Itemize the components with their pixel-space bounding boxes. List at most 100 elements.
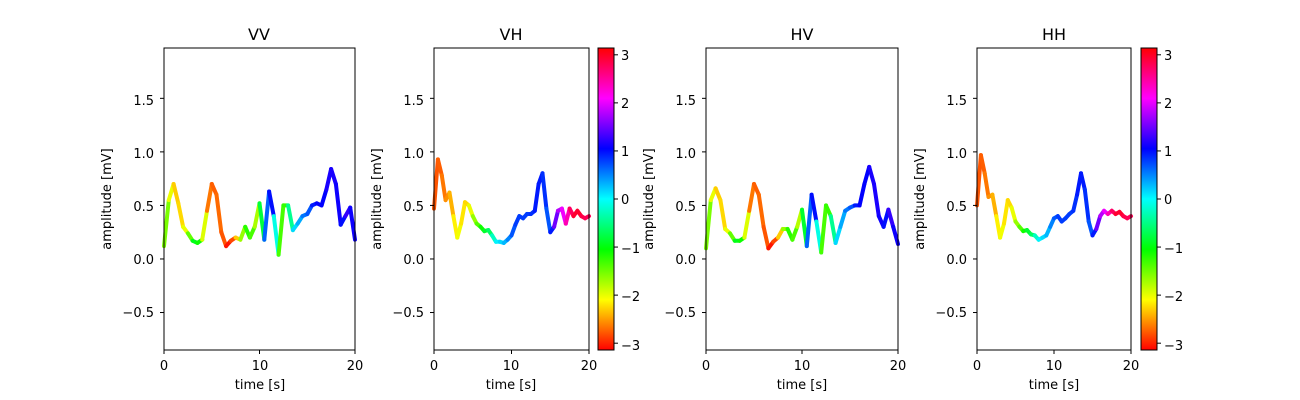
chart-panel-hh: HH 0 10 20 −0.5 0.0 0.5 1.0 1.5 time [s]…	[913, 25, 1139, 393]
line-segment	[838, 208, 848, 229]
x-axis-label: time [s]	[235, 378, 285, 393]
line-segment	[333, 182, 343, 227]
x-tick-label: 10	[1046, 359, 1063, 374]
line-segment	[1079, 171, 1087, 192]
x-tick-label: 0	[430, 359, 438, 374]
line-segment	[704, 198, 713, 251]
line-segment	[1125, 214, 1133, 221]
x-tick-label: 20	[1123, 359, 1140, 374]
line-segment	[286, 203, 295, 233]
y-tick-label: 1.5	[403, 94, 424, 109]
line-segment	[804, 192, 814, 249]
line-segment	[809, 192, 819, 224]
y-axis-label: amplitude [mV]	[642, 148, 657, 250]
line-segment	[756, 192, 766, 229]
line-segment	[276, 203, 286, 257]
line-segment	[262, 189, 272, 242]
line-segment	[990, 192, 999, 219]
axes-frame	[976, 47, 1132, 351]
axis-ticks	[702, 97, 899, 354]
phase-colorbar: −3 −2 −1 0 1 2 3	[1140, 47, 1183, 354]
line-segment	[267, 189, 276, 219]
line-segment	[532, 182, 541, 213]
y-tick-label: 1.0	[675, 147, 696, 162]
y-tick-label: −0.5	[664, 306, 696, 321]
line-segment	[1009, 205, 1018, 224]
line-segment	[162, 198, 171, 249]
line-segment	[544, 206, 553, 235]
line-segment	[982, 171, 991, 199]
line-segment	[742, 208, 752, 240]
plot-area	[704, 164, 900, 255]
line-segment	[857, 182, 867, 208]
axis-ticks	[160, 97, 356, 354]
line-segment	[886, 207, 896, 229]
colorbar-tick-label: 1	[1164, 145, 1172, 160]
colorbar-tick-label: 2	[1164, 97, 1172, 112]
line-segment	[455, 221, 464, 240]
y-axis-label: amplitude [mV]	[370, 148, 385, 250]
x-tick-label: 0	[702, 359, 710, 374]
chart-title: VH	[500, 25, 523, 44]
line-segment	[1094, 214, 1103, 231]
line-segment	[975, 153, 983, 208]
x-axis-label: time [s]	[777, 378, 827, 393]
colorbar-tick-label: 2	[621, 97, 629, 112]
line-segment	[459, 200, 467, 226]
y-tick-label: 0.0	[133, 253, 154, 268]
axes-frame	[705, 47, 899, 351]
y-tick-label: 0.0	[946, 253, 967, 268]
colorbar-tick-label: −1	[1164, 242, 1183, 257]
axes-frame	[433, 47, 590, 351]
x-axis-label: time [s]	[1029, 378, 1079, 393]
chart-panel-vh: VH 0 10 20 −0.5 0.0 0.5 1.0 1.5 time [s]…	[370, 25, 597, 393]
line-segment	[200, 208, 209, 242]
axes-frame	[163, 47, 356, 351]
x-tick-label: 20	[581, 359, 598, 374]
colorbar-tick-label: 1	[621, 145, 629, 160]
plot-area	[975, 153, 1133, 242]
y-tick-label: −0.5	[392, 306, 424, 321]
line-segment	[219, 230, 229, 249]
y-tick-label: 1.0	[133, 147, 154, 162]
y-tick-label: −0.5	[935, 306, 967, 321]
line-segment	[1002, 198, 1010, 226]
colorbar-tick-label: −1	[621, 242, 640, 257]
x-axis-label: time [s]	[486, 378, 536, 393]
y-tick-label: 0.5	[133, 200, 154, 215]
line-segment	[790, 224, 800, 242]
plot-area	[432, 157, 591, 245]
y-tick-label: 1.0	[946, 147, 967, 162]
line-segment	[447, 190, 456, 219]
line-segment	[205, 182, 214, 213]
y-axis-label: amplitude [mV]	[100, 148, 115, 250]
x-tick-label: 10	[252, 359, 269, 374]
line-segment	[978, 153, 987, 176]
line-segment	[867, 164, 876, 186]
line-segment	[329, 167, 338, 186]
y-tick-label: 0.0	[403, 253, 424, 268]
x-tick-label: 10	[794, 359, 811, 374]
line-segment	[348, 205, 357, 242]
colorbar-ticks	[1157, 54, 1161, 344]
colorbar-tick-label: −3	[1164, 339, 1183, 354]
x-tick-label: 0	[160, 359, 168, 374]
x-tick-label: 0	[973, 359, 981, 374]
phase-colorbar: −3 −2 −1 0 1 2 3	[597, 47, 640, 354]
colorbar-tick-label: 0	[1164, 193, 1172, 208]
line-segment	[319, 187, 329, 208]
colorbar-tick-label: 3	[1164, 49, 1172, 64]
line-segment	[432, 157, 440, 211]
line-segment	[713, 186, 723, 203]
line-segment	[761, 224, 771, 251]
plot-area	[162, 167, 357, 257]
y-tick-label: 1.5	[133, 94, 154, 109]
colorbar-tick-label: 0	[621, 193, 629, 208]
line-segment	[552, 208, 560, 229]
y-tick-label: 1.5	[946, 94, 967, 109]
line-segment	[819, 203, 828, 255]
line-segment	[998, 221, 1006, 240]
line-segment	[833, 224, 843, 245]
chart-title: HH	[1042, 25, 1066, 44]
